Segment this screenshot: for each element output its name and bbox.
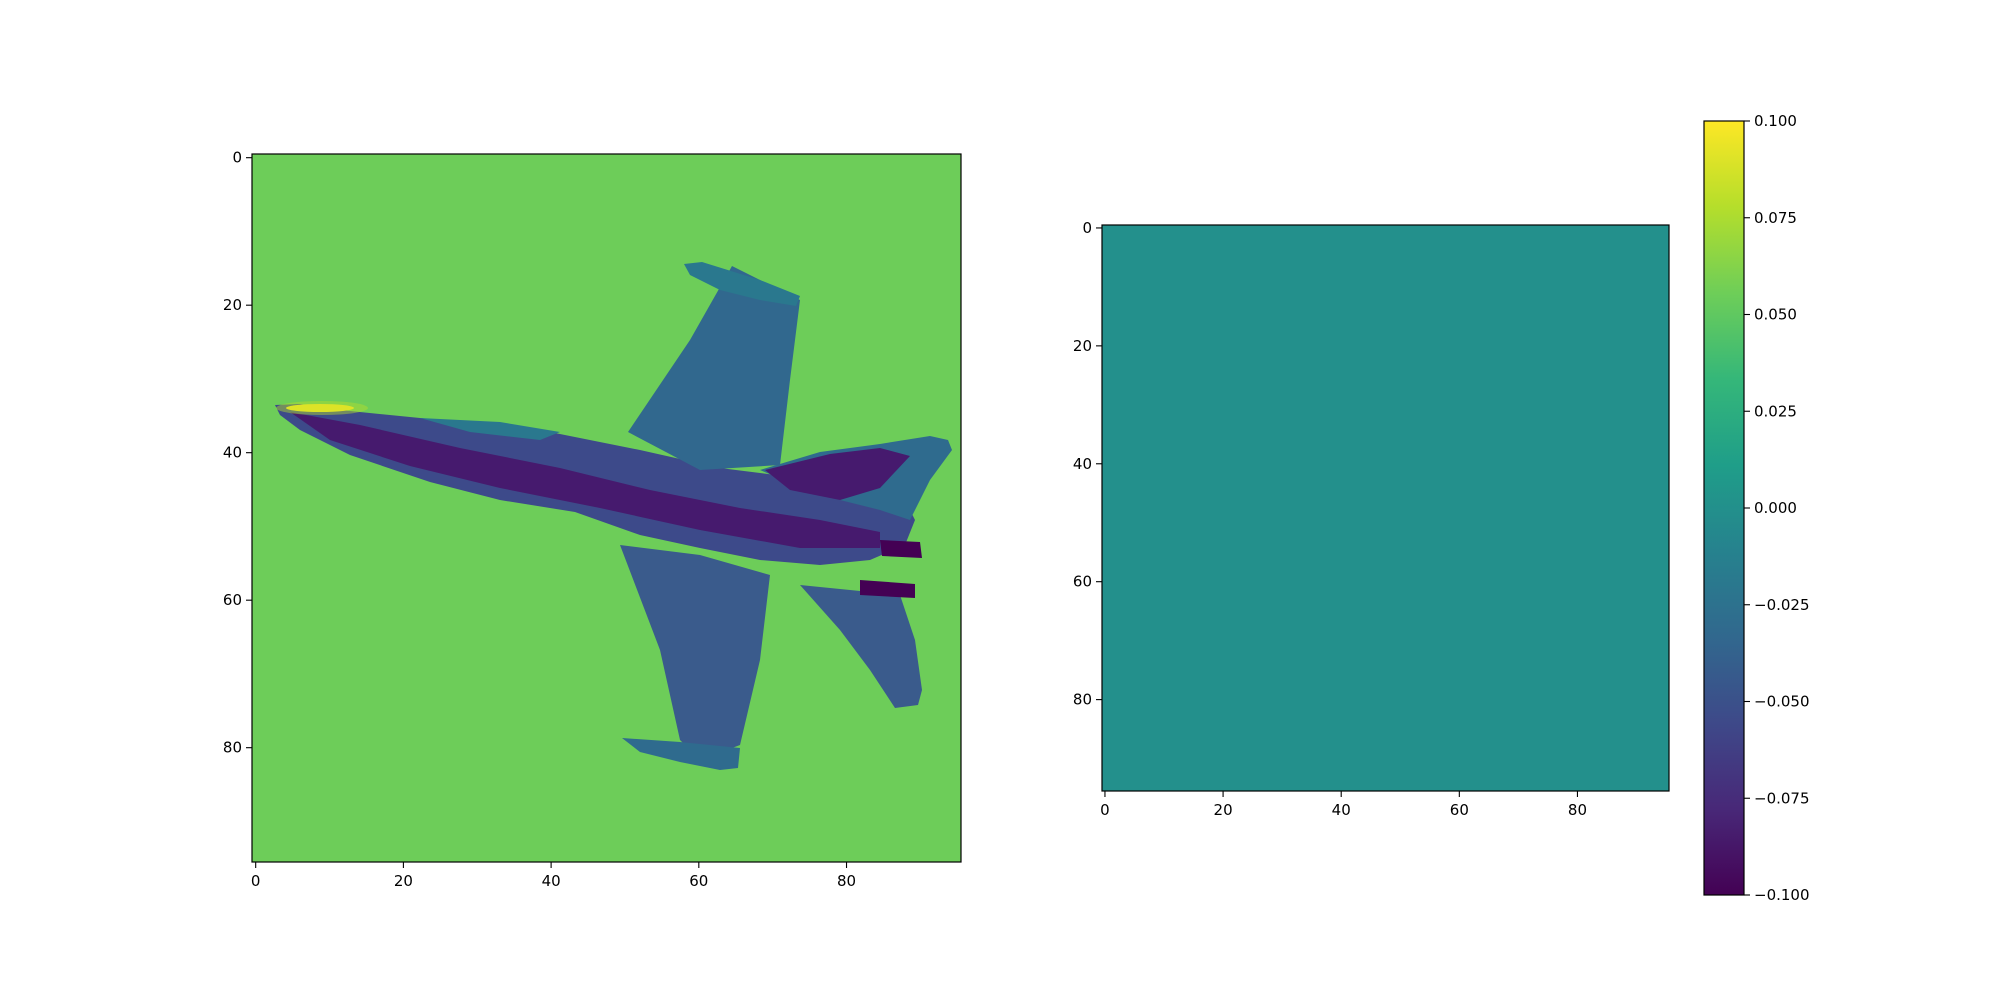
- jet-image: [275, 262, 952, 770]
- x-tick-label: 40: [542, 872, 561, 890]
- jet-lower-wing-tip: [622, 738, 740, 770]
- image-panel-left: 0 20 40 60 80 0 20 40 60 80: [223, 149, 962, 890]
- colorbar-tick-label: 0.100: [1754, 112, 1797, 130]
- colorbar-tick-label: −0.100: [1754, 886, 1810, 904]
- jet-lower-wing: [620, 545, 770, 760]
- colorbar-tick-label: 0.025: [1754, 402, 1797, 420]
- jet-fuselage-dark: [290, 412, 880, 548]
- x-tick-label: 80: [1568, 801, 1587, 819]
- y-tick-label: 0: [232, 149, 242, 167]
- jet-upper-tail-dark: [765, 448, 910, 500]
- colorbar-tick-label: −0.050: [1754, 693, 1810, 711]
- x-tick-label: 0: [251, 872, 261, 890]
- colorbar: 0.100 0.075 0.050 0.025 0.000 −0.025 −0.050 −0.…: [1703, 112, 1810, 904]
- jet-nozzle-lower: [860, 580, 915, 598]
- jet-upper-wing: [628, 266, 800, 470]
- x-tick-label: 40: [1332, 801, 1351, 819]
- colorbar-tick-label: 0.000: [1754, 499, 1797, 517]
- image-panel-right: 0 20 40 60 80 0 20 40 60 80: [1073, 219, 1670, 819]
- uniform-image: [1102, 225, 1669, 791]
- colorbar-tick-label: −0.025: [1754, 596, 1810, 614]
- y-tick-label: 80: [223, 739, 242, 757]
- x-tick-label: 20: [394, 872, 413, 890]
- colorbar-tick-label: −0.075: [1754, 789, 1810, 807]
- x-tick-label: 60: [689, 872, 708, 890]
- colorbar-ticks: 0.100 0.075 0.050 0.025 0.000 −0.025 −0.050 −0.…: [1744, 112, 1810, 904]
- image-frame-right: [1101, 224, 1670, 792]
- jet-canopy: [420, 418, 560, 440]
- colorbar-tick-label: 0.075: [1754, 209, 1797, 227]
- y-axis-left: 0 20 40 60 80: [223, 149, 252, 757]
- jet-upper-wing-tip: [684, 262, 800, 306]
- y-tick-label: 60: [223, 591, 242, 609]
- y-tick-label: 80: [1073, 691, 1092, 709]
- x-tick-label: 80: [837, 872, 856, 890]
- y-tick-label: 40: [1073, 455, 1092, 473]
- y-tick-label: 0: [1082, 219, 1092, 237]
- jet-lower-tail: [800, 585, 922, 708]
- x-axis-left: 0 20 40 60 80: [251, 862, 856, 890]
- y-tick-label: 20: [223, 296, 242, 314]
- image-frame-left: [251, 153, 962, 863]
- jet-nose-glow: [276, 401, 368, 415]
- y-tick-label: 40: [223, 444, 242, 462]
- colorbar-gradient: [1704, 121, 1744, 895]
- x-tick-label: 20: [1214, 801, 1233, 819]
- jet-nose-highlight: [286, 404, 354, 412]
- x-tick-label: 60: [1450, 801, 1469, 819]
- y-axis-right: 0 20 40 60 80: [1073, 219, 1102, 709]
- colorbar-tick-label: 0.050: [1754, 306, 1797, 324]
- x-tick-label: 0: [1100, 801, 1110, 819]
- y-tick-label: 60: [1073, 573, 1092, 591]
- x-axis-right: 0 20 40 60 80: [1100, 791, 1587, 819]
- jet-nozzle-upper: [880, 540, 922, 558]
- y-tick-label: 20: [1073, 337, 1092, 355]
